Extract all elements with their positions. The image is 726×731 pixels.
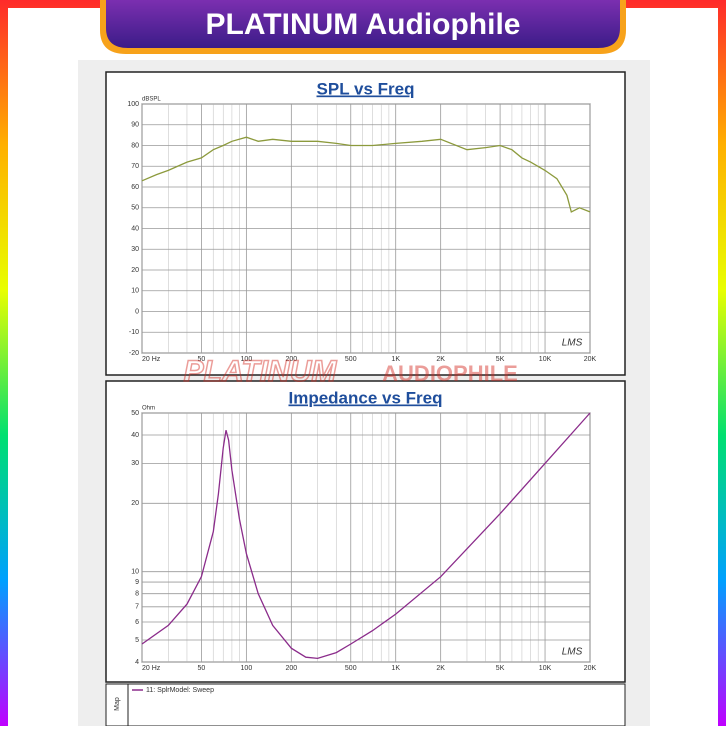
y-tick-label: 0	[135, 308, 139, 315]
y-tick-label: 70	[131, 163, 139, 170]
y-tick-label: 60	[131, 184, 139, 191]
chart-title: SPL vs Freq	[317, 79, 415, 98]
x-tick-label: 1K	[391, 665, 400, 672]
x-tick-label: 5K	[496, 356, 505, 363]
y-tick-label: 50	[131, 410, 139, 417]
y-tick-label: 8	[135, 591, 139, 598]
plot-area	[141, 412, 591, 663]
x-tick-label: 10K	[539, 356, 552, 363]
y-tick-label: 7	[135, 604, 139, 611]
x-tick-label: 20K	[584, 665, 597, 672]
x-tick-label: 500	[345, 665, 357, 672]
banner	[106, 0, 620, 48]
y-tick-label: 20	[131, 267, 139, 274]
legend-box	[105, 683, 626, 727]
y-tick-label: 90	[131, 122, 139, 129]
x-tick-label: 1K	[391, 356, 400, 363]
x-tick-label: 100	[241, 665, 253, 672]
x-tick-label: 5K	[496, 665, 505, 672]
y-tick-label: 6	[135, 619, 139, 626]
data-line	[141, 412, 591, 660]
y-tick-label: 4	[135, 659, 139, 666]
x-tick-label: 200	[285, 665, 297, 672]
x-tick-label: 50	[198, 356, 206, 363]
x-tick-label: 2K	[436, 356, 445, 363]
y-axis-label: dBSPL	[142, 97, 161, 103]
data-line	[141, 136, 591, 213]
x-tick-label: 20 Hz	[142, 665, 161, 672]
y-tick-label: 40	[131, 432, 139, 439]
y-tick-label: 10	[131, 569, 139, 576]
annotation: LMS	[562, 647, 583, 658]
watermark-text: AUDIOPHILE	[382, 361, 518, 386]
y-tick-label: 10	[131, 288, 139, 295]
x-tick-label: 2K	[436, 665, 445, 672]
x-tick-label: 10K	[539, 665, 552, 672]
watermark: PLATINUM AUDIOPHILE	[183, 354, 518, 389]
banner-title: PLATINUM Audiophile	[206, 8, 521, 41]
x-tick-label: 500	[345, 356, 357, 363]
y-tick-label: 30	[131, 460, 139, 467]
y-tick-label: -10	[129, 329, 139, 336]
x-tick-label: 20 Hz	[142, 356, 161, 363]
y-tick-label: 40	[131, 225, 139, 232]
y-tick-label: 50	[131, 205, 139, 212]
annotation: LMS	[562, 338, 583, 349]
x-tick-label: 200	[285, 356, 297, 363]
chart-title: Impedance vs Freq	[288, 388, 442, 407]
legend-side: Map	[114, 697, 121, 711]
y-tick-label: 80	[131, 142, 139, 149]
x-tick-label: 50	[198, 665, 206, 672]
legend-entry: 11: SplrModel: Sweep	[146, 687, 214, 694]
y-axis-label: Ohm	[142, 406, 155, 412]
y-tick-label: -20	[129, 350, 139, 357]
y-tick-label: 30	[131, 246, 139, 253]
watermark-brand: PLATINUM	[184, 355, 338, 388]
x-tick-label: 100	[241, 356, 253, 363]
y-tick-label: 20	[131, 500, 139, 507]
y-tick-label: 5	[135, 637, 139, 644]
x-tick-label: 20K	[584, 356, 597, 363]
y-tick-label: 9	[135, 579, 139, 586]
y-tick-label: 100	[127, 101, 139, 108]
